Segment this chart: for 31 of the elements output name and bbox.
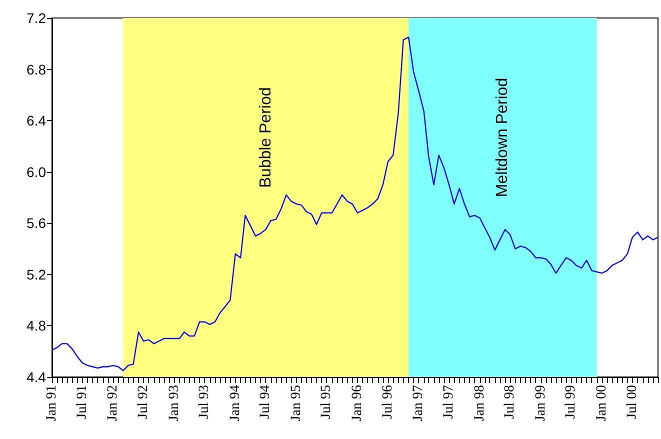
x-tick-label: Jan 96 — [350, 385, 366, 422]
x-tick-label: Jan 99 — [533, 385, 548, 422]
y-tick-label: 7.2 — [26, 10, 46, 26]
x-tick-label: Jan 94 — [228, 385, 243, 422]
x-tick-label: Jan 97 — [411, 385, 426, 422]
x-tick-label: Jan 91 — [44, 385, 60, 422]
y-tick-label: 6.4 — [26, 112, 46, 129]
x-tick-label: Jan 95 — [288, 385, 304, 422]
x-tick-label: Jan 93 — [166, 385, 182, 422]
y-tick-label: 5.2 — [26, 266, 46, 282]
x-tick-label: Jul 95 — [319, 385, 334, 419]
x-tick-label: Jan 98 — [472, 385, 488, 422]
x-tick-label: Jul 97 — [442, 385, 457, 419]
x-tick-label: Jan 00 — [594, 385, 610, 422]
x-tick-label: Jul 98 — [502, 385, 518, 419]
x-tick-label: Jul 99 — [564, 385, 579, 419]
x-tick-label: Jan 92 — [106, 385, 121, 422]
y-tick-label: 4.4 — [26, 369, 46, 385]
x-tick-label: Jul 92 — [136, 385, 152, 419]
y-tick-label: 6.0 — [26, 164, 46, 180]
y-tick-label: 6.8 — [26, 61, 46, 78]
y-tick-label: 4.8 — [26, 318, 46, 334]
x-tick-label: Jul 94 — [258, 385, 274, 419]
y-tick-label: 5.6 — [26, 215, 46, 232]
x-tick-label: Jul 00 — [624, 385, 640, 419]
x-tick-label: Jul 96 — [380, 385, 396, 419]
x-tick-label: Jul 93 — [197, 385, 212, 419]
band-label: Bubble Period — [257, 87, 274, 188]
line-series — [51, 36, 659, 372]
band-label: Meltdown Period — [494, 78, 512, 198]
x-tick-label: Jul 91 — [74, 385, 90, 419]
